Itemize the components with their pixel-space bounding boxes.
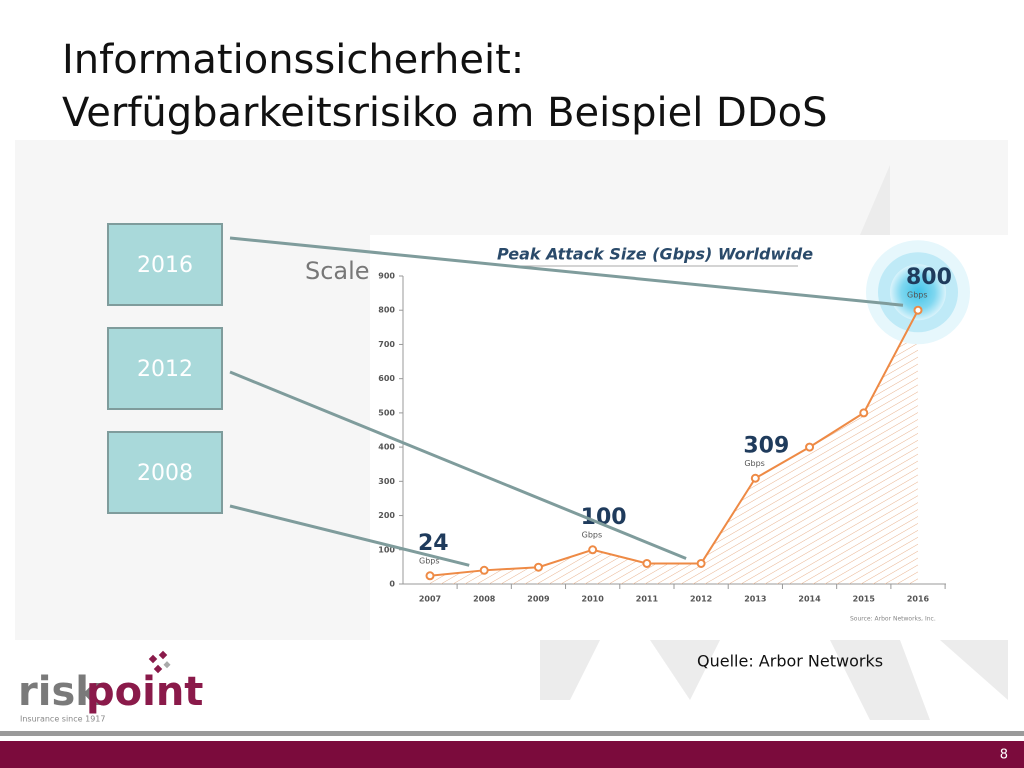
point: [859, 408, 869, 418]
chart-title: Peak Attack Size (Gbps) Worldwide: [497, 245, 813, 264]
x-tick-label: 2008: [473, 595, 496, 604]
point: [425, 571, 435, 581]
data-unit: Gbps: [907, 291, 928, 300]
page-number: 8: [1000, 748, 1008, 763]
y-tick-label: 700: [378, 340, 395, 349]
point: [479, 565, 489, 575]
data-label: 24: [418, 531, 449, 556]
line: [429, 309, 919, 577]
y-tick-label: 400: [378, 443, 395, 452]
x-tick-label: 2010: [582, 595, 605, 604]
data-label: 800: [906, 265, 952, 290]
y-tick-label: 100: [378, 545, 395, 554]
point: [913, 305, 923, 315]
callout-box: [107, 431, 223, 514]
point: [696, 558, 706, 568]
footer-bar: [0, 741, 1024, 768]
point: [750, 473, 760, 483]
logo: risk point Insurance since 1917: [18, 650, 203, 724]
point: [533, 562, 543, 572]
source-note: Source: Arbor Networks, Inc.: [850, 616, 936, 623]
point: [642, 558, 652, 568]
data-label: 309: [743, 433, 789, 458]
y-tick-label: 0: [389, 580, 395, 589]
callout-connector: [229, 370, 687, 560]
point: [805, 442, 815, 452]
callout-label: 2008: [137, 461, 193, 486]
y-tick-label: 900: [378, 272, 395, 281]
x-tick-label: 2007: [419, 595, 441, 604]
data-unit: Gbps: [744, 459, 765, 468]
x-tick-label: 2009: [527, 595, 550, 604]
area: [430, 310, 918, 584]
callout-box: [107, 223, 223, 306]
highlight-glow: [890, 264, 946, 321]
logo-text: point: [86, 669, 203, 715]
logo-tagline: Insurance since 1917: [20, 715, 105, 724]
y-tick-label: 500: [378, 408, 395, 417]
callout-connector: [229, 236, 904, 307]
point: [588, 545, 598, 555]
x-tick-label: 2013: [744, 595, 766, 604]
x-tick-label: 2014: [798, 595, 821, 604]
y-tick-label: 300: [378, 477, 395, 486]
x-tick-label: 2015: [853, 595, 876, 604]
data-unit: Gbps: [582, 530, 603, 539]
callout-connector: [229, 504, 470, 567]
data-unit: Gbps: [419, 556, 440, 565]
y-tick-label: 600: [378, 374, 395, 383]
callout-label: 2016: [137, 253, 193, 278]
source: Quelle: Arbor Networks: [697, 652, 883, 671]
slide-title: Informationssicherheit:: [62, 37, 524, 83]
x-tick-label: 2012: [690, 595, 712, 604]
x-tick-label: 2016: [907, 595, 930, 604]
scale-label: Scale: [305, 257, 370, 285]
logo-text: risk: [18, 669, 103, 715]
footer-line: [0, 731, 1024, 736]
y-tick-label: 800: [378, 306, 395, 315]
callout-label: 2012: [137, 357, 193, 382]
y-tick-label: 200: [378, 511, 395, 520]
x-tick-label: 2011: [636, 595, 659, 604]
slide-title: Verfügbarkeitsrisiko am Beispiel DDoS: [62, 90, 828, 136]
callout-box: [107, 327, 223, 410]
